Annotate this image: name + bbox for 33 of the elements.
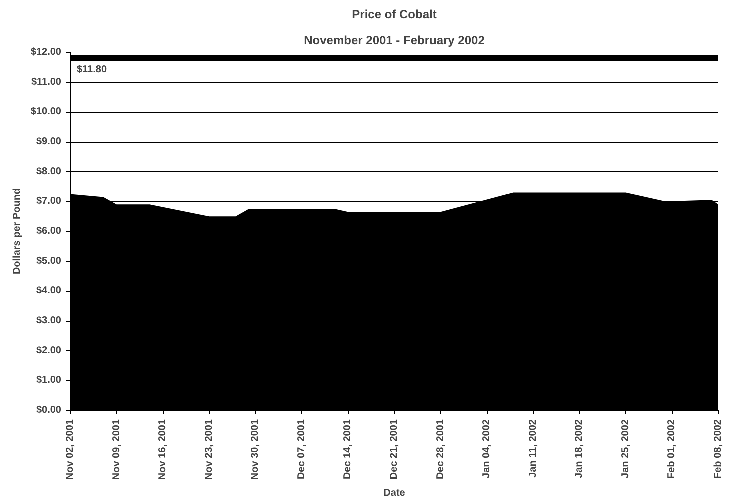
- x-tick-label: Nov 23, 2001: [204, 419, 215, 480]
- y-tick-label: $4.00: [36, 286, 62, 297]
- y-axis-title: Dollars per Pound: [12, 188, 23, 275]
- y-tick-label: $1.00: [36, 375, 62, 386]
- y-tick-label: $6.00: [36, 226, 62, 237]
- x-tick-label: Feb 01, 2002: [666, 419, 678, 479]
- x-tick-label: Nov 09, 2001: [111, 419, 122, 480]
- x-tick-label: Dec 21, 2001: [389, 419, 400, 480]
- y-tick-label: $12.00: [30, 47, 62, 58]
- x-tick-label: Jan 25, 2002: [620, 419, 632, 478]
- x-tick-label: Dec 14, 2001: [342, 419, 354, 480]
- y-tick-label: $9.00: [36, 136, 62, 148]
- y-tick-label: $0.00: [36, 405, 62, 416]
- x-axis-title: Date: [384, 488, 406, 500]
- x-tick-label: Jan 04, 2002: [482, 419, 493, 478]
- x-tick-label: Dec 28, 2001: [435, 419, 446, 480]
- x-tick-label: Jan 11, 2002: [528, 419, 539, 478]
- y-tick-label: $8.00: [36, 166, 62, 178]
- chart-title: Price of Cobalt: [352, 8, 437, 22]
- x-tick-label: Nov 30, 2001: [250, 419, 262, 480]
- x-tick-label: Nov 02, 2001: [65, 419, 76, 480]
- y-tick-label: $3.00: [36, 316, 62, 326]
- chart-subtitle: November 2001 - February 2002: [304, 34, 486, 48]
- y-tick-label: $7.00: [36, 196, 62, 208]
- y-tick-label: $2.00: [36, 345, 62, 356]
- y-tick-label: $5.00: [36, 256, 62, 267]
- x-tick-label: Nov 16, 2001: [158, 419, 169, 480]
- y-tick-label: $10.00: [30, 106, 62, 118]
- x-tick-label: Dec 07, 2001: [296, 419, 308, 480]
- x-tick-label: Feb 08, 2002: [713, 419, 724, 479]
- ref-line-label: $11.80: [76, 64, 108, 76]
- y-tick-label: $11.00: [31, 76, 62, 88]
- x-tick-label: Jan 18, 2002: [574, 419, 586, 478]
